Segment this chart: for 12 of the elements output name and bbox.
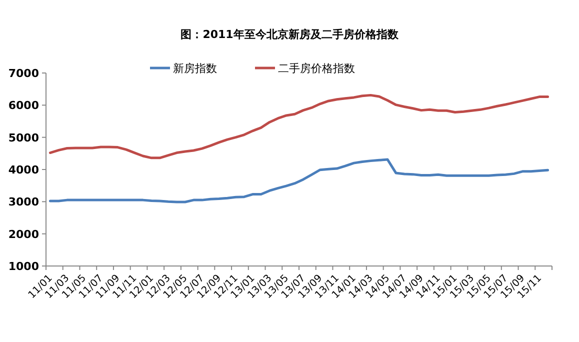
line-series [48, 94, 550, 160]
y-tick-label: 5000 [8, 131, 40, 144]
chart-title: 图：2011年至今北京新房及二手房价格指数 [180, 28, 400, 41]
y-tick-label: 1000 [8, 260, 40, 273]
legend-label: 二手房价格指数 [278, 62, 355, 75]
y-tick-label: 6000 [8, 99, 40, 112]
y-tick-label: 2000 [8, 228, 40, 241]
y-tick-label: 7000 [8, 67, 40, 80]
y-tick-label: 4000 [8, 164, 40, 176]
line-series [48, 158, 550, 204]
y-tick-label: 3000 [8, 196, 40, 209]
legend-label: 新房指数 [173, 62, 217, 75]
